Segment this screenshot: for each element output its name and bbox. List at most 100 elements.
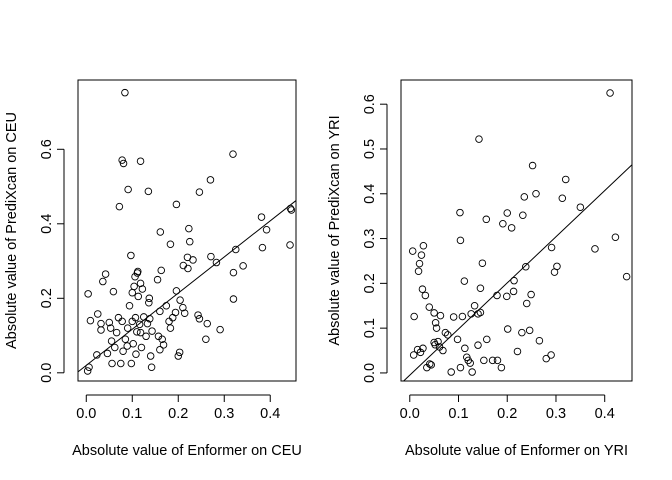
ceu-data-point — [156, 228, 165, 236]
ceu-y-axis-label: Absolute value of PrediXcan on CEU — [4, 112, 20, 349]
yri-data-point — [611, 233, 620, 241]
ceu-data-point — [121, 88, 129, 97]
yri-data-point — [497, 363, 506, 372]
yri-data-point — [415, 259, 424, 268]
ceu-data-point — [184, 264, 192, 273]
ceu-data-point — [134, 267, 142, 276]
ceu-data-point — [143, 319, 152, 328]
ceu-data-point — [165, 317, 173, 326]
ceu-y-tick-label: 0.2 — [39, 288, 55, 308]
yri-x-tick-label: 0.0 — [400, 406, 420, 422]
ceu-data-point — [85, 363, 93, 371]
ceu-scatter-panel: Absolute value of Enformer on CEU Absolu… — [4, 79, 302, 459]
yri-data-point — [475, 135, 483, 143]
ceu-data-point — [229, 295, 238, 303]
ceu-data-point — [84, 290, 92, 298]
ceu-data-point — [101, 270, 110, 278]
ceu-points — [83, 88, 296, 375]
ceu-data-point — [103, 349, 112, 358]
ceu-x-tick-label: 0.0 — [76, 406, 96, 422]
ceu-y-tick-label: 0.4 — [39, 214, 55, 234]
yri-x-tick-label: 0.4 — [595, 406, 615, 422]
yri-data-point — [467, 310, 475, 318]
ceu-data-point — [216, 325, 224, 334]
yri-data-point — [441, 328, 450, 337]
yri-data-point — [576, 203, 585, 211]
ceu-x-tick-label: 0.1 — [122, 406, 142, 422]
ceu-data-point — [121, 335, 130, 344]
ceu-data-point — [138, 285, 147, 293]
ceu-data-point — [83, 367, 92, 375]
ceu-regression-line — [77, 200, 297, 373]
ceu-x-tick-label: 0.3 — [214, 406, 234, 422]
ceu-data-point — [229, 150, 237, 158]
yri-data-point — [520, 193, 529, 201]
ceu-data-point — [111, 343, 119, 352]
ceu-data-point — [212, 258, 221, 267]
yri-data-point — [503, 325, 512, 333]
ceu-data-point — [186, 237, 194, 246]
ceu-x-tick-label: 0.4 — [260, 406, 280, 422]
yri-data-point — [528, 161, 537, 170]
yri-data-point — [458, 312, 467, 321]
yri-data-point — [419, 241, 428, 250]
yri-data-point — [488, 356, 497, 365]
ceu-data-point — [130, 282, 138, 291]
ceu-data-point — [115, 202, 124, 211]
ceu-data-point — [157, 266, 165, 275]
yri-data-point — [426, 360, 434, 368]
ceu-data-point — [133, 328, 141, 336]
ceu-data-point — [97, 319, 105, 328]
ceu-data-point — [86, 316, 95, 325]
ceu-data-point — [109, 287, 118, 296]
yri-data-point — [558, 194, 567, 202]
yri-x-tick-label: 0.3 — [546, 406, 566, 422]
yri-data-point — [503, 292, 511, 301]
yri-data-point — [421, 291, 430, 300]
ceu-data-point — [119, 159, 128, 168]
ceu-x-axis-label: Absolute value of Enformer on CEU — [72, 443, 302, 459]
yri-data-point — [510, 276, 518, 285]
yri-data-point — [468, 368, 476, 376]
ceu-data-point — [118, 317, 126, 326]
ceu-data-point — [106, 324, 115, 332]
yri-data-point — [478, 259, 487, 267]
ceu-data-point — [94, 310, 102, 318]
ceu-data-point — [172, 200, 181, 209]
yri-data-point — [550, 268, 559, 276]
ceu-data-point — [158, 335, 166, 344]
ceu-data-point — [166, 324, 175, 332]
yri-y-tick-label: 0.0 — [362, 363, 378, 383]
yri-x-tick-label: 0.2 — [497, 406, 517, 422]
ceu-data-point — [179, 303, 187, 312]
yri-data-point — [519, 211, 527, 220]
yri-plot-box — [400, 79, 633, 382]
ceu-data-point — [129, 339, 137, 348]
yri-y-axis-label: Absolute value of PrediXcan on YRI — [327, 115, 343, 345]
yri-data-point — [410, 312, 418, 321]
yri-data-point — [561, 175, 570, 184]
yri-data-point — [522, 263, 530, 271]
ceu-data-point — [108, 359, 116, 368]
yri-data-point — [513, 347, 522, 356]
ceu-data-point — [175, 348, 184, 357]
yri-data-point — [503, 209, 511, 217]
ceu-data-point — [183, 253, 192, 262]
ceu-data-point — [239, 262, 247, 270]
ceu-data-point — [194, 311, 202, 319]
yri-y-tick-label: 0.1 — [362, 318, 378, 338]
ceu-data-point — [127, 251, 135, 260]
ceu-data-point — [159, 341, 168, 349]
ceu-data-point — [118, 156, 126, 164]
ceu-data-point — [207, 252, 215, 261]
yri-y-tick-label: 0.2 — [362, 273, 378, 293]
yri-x-axis-label: Absolute value of Enformer on YRI — [405, 443, 628, 459]
ceu-data-point — [136, 157, 145, 165]
ceu-data-point — [142, 332, 150, 341]
yri-data-point — [509, 287, 518, 296]
yri-data-point — [474, 341, 482, 349]
ceu-plot-box — [77, 79, 297, 382]
yri-data-point — [542, 354, 550, 363]
yri-data-point — [425, 303, 434, 311]
yri-data-point — [476, 308, 485, 317]
